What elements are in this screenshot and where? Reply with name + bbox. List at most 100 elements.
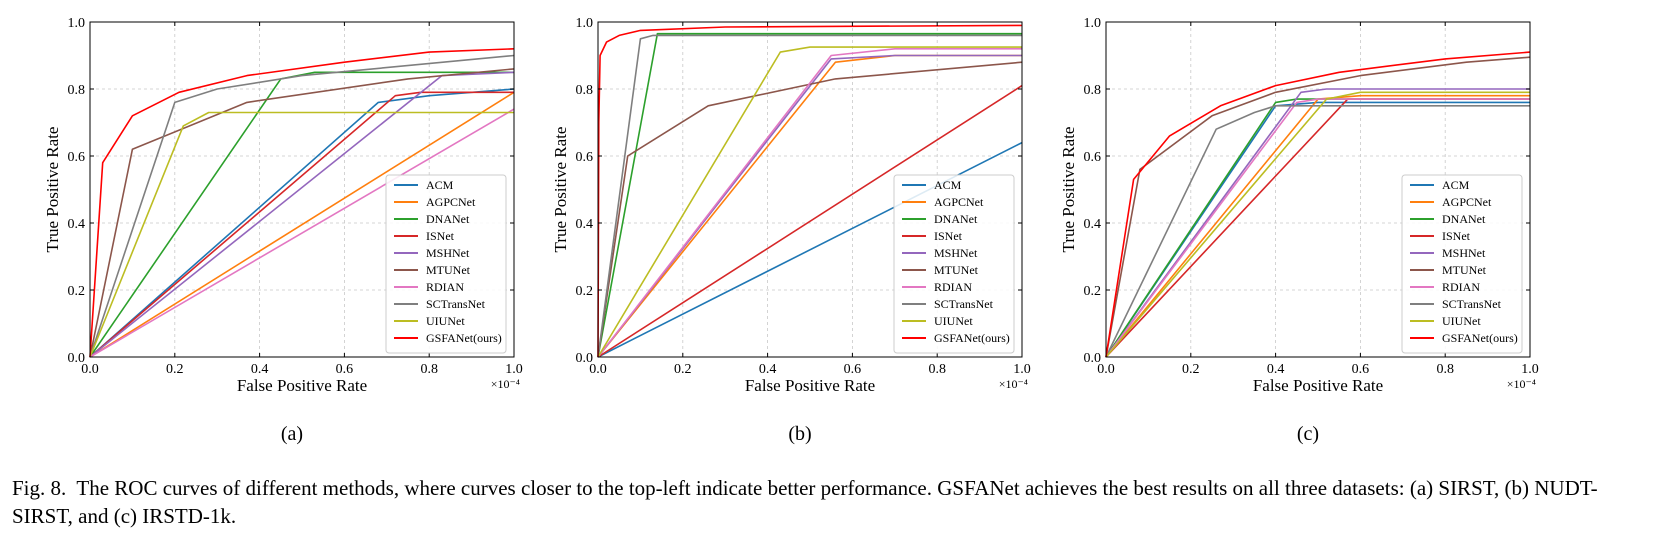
legend-item: UIUNet	[1410, 314, 1481, 328]
legend-item: MSHNet	[902, 246, 978, 260]
y-tick-label: 0.4	[68, 217, 86, 232]
legend-item: SCTransNet	[1410, 297, 1502, 311]
legend: ACM AGPCNet DNANet ISNet MSHNet MTUNet RDIAN SC…	[385, 174, 507, 354]
legend-item: AGPCNet	[394, 195, 476, 209]
legend-label: UIUNet	[1442, 314, 1481, 328]
plot-frame	[597, 21, 1023, 358]
y-tick-label: 1.0	[68, 16, 86, 31]
x-tick-label: 0.6	[844, 362, 862, 377]
y-tick-label: 0.4	[1084, 217, 1102, 232]
legend-label: ISNet	[426, 229, 455, 243]
y-tick-label: 0.8	[1084, 83, 1102, 98]
legend-item: SCTransNet	[902, 297, 994, 311]
legend-item: RDIAN	[394, 280, 464, 294]
legend: ACM AGPCNet DNANet ISNet MSHNet MTUNet RDIAN SC…	[1401, 174, 1523, 354]
y-axis-label: True Positive Rate	[551, 127, 570, 253]
legend-label: MTUNet	[426, 263, 471, 277]
legend-label: SCTransNet	[934, 297, 994, 311]
x-axis-label: False Positive Rate	[745, 376, 875, 395]
x-axis-label: False Positive Rate	[237, 376, 367, 395]
legend-label: GSFANet(ours)	[426, 331, 502, 345]
legend-item: MSHNet	[1410, 246, 1486, 260]
legend-item: MTUNet	[902, 263, 979, 277]
legend-label: SCTransNet	[426, 297, 486, 311]
series-line-rdian	[89, 108, 515, 358]
legend-item: ISNet	[394, 229, 455, 243]
caption-text: The ROC curves of different methods, whe…	[12, 476, 1598, 528]
x-tick-label: 0.2	[674, 362, 692, 377]
roc-panel-3: 0.00.0 0.2 0.2 0.4 0.4 0.6 0.6 0.8 0.8 1.0 1.0 Fals…	[1059, 16, 1539, 445]
x-tick-label: 0.2	[1182, 362, 1200, 377]
legend: ACM AGPCNet DNANet ISNet MSHNet MTUNet RDIAN SC…	[893, 174, 1015, 354]
x-tick-label: 0.4	[251, 362, 269, 377]
series-line-mshnet	[1105, 88, 1530, 358]
legend-item: UIUNet	[902, 314, 973, 328]
series-line-isnet	[597, 84, 1023, 358]
y-tick-label: 0.6	[68, 150, 86, 165]
legend-label: DNANet	[934, 212, 978, 226]
series-line-uiunet	[597, 46, 1022, 358]
legend-item: DNANet	[1410, 212, 1486, 226]
y-tick-label: 0.8	[68, 83, 86, 98]
series-line-rdian	[1105, 98, 1530, 358]
y-tick-label: 0.6	[1084, 150, 1102, 165]
series-line-mtunet	[89, 68, 515, 358]
legend-label: GSFANet(ours)	[934, 331, 1010, 345]
legend-item: ISNet	[902, 229, 963, 243]
series-line-sctransnet	[597, 34, 1022, 358]
series-line-gsfanet-ours	[597, 24, 1023, 358]
y-axis-label: True Positive Rate	[1059, 127, 1078, 253]
roc-panel-1: 0.00.0 0.2 0.2 0.4 0.4 0.6 0.6 0.8 0.8 1.0 1.0 Fals…	[43, 16, 523, 445]
x-tick-label: 0.2	[166, 362, 184, 377]
x-scale-multiplier: ×10⁻⁴	[1507, 377, 1536, 391]
y-tick-label: 0.2	[68, 284, 86, 299]
legend-label: RDIAN	[934, 280, 972, 294]
legend-item: ACM	[394, 178, 454, 192]
legend-item: GSFANet(ours)	[1410, 331, 1518, 345]
series-line-rdian	[597, 48, 1022, 358]
series-line-agpcnet	[1105, 94, 1530, 358]
legend-item: ISNet	[1410, 229, 1471, 243]
legend-label: MSHNet	[426, 246, 470, 260]
series-line-agpcnet	[89, 91, 515, 358]
y-tick-label: 0.8	[576, 83, 594, 98]
legend-item: MSHNet	[394, 246, 470, 260]
legend-item: AGPCNet	[1410, 195, 1492, 209]
series-line-isnet	[89, 91, 514, 358]
series-line-acm	[1105, 101, 1530, 358]
figure-caption: Fig. 8. The ROC curves of different meth…	[12, 474, 1652, 530]
y-tick-label: 1.0	[1084, 16, 1102, 31]
legend-label: ISNet	[1442, 229, 1471, 243]
x-tick-label: 0.8	[928, 362, 946, 377]
legend-label: ISNet	[934, 229, 963, 243]
legend-label: AGPCNet	[426, 195, 476, 209]
x-tick-label: 1.0	[505, 362, 523, 377]
x-tick-label: 0.0	[81, 362, 99, 377]
y-tick-label: 1.0	[576, 16, 594, 31]
panel-label: (b)	[788, 423, 811, 445]
x-tick-label: 1.0	[1013, 362, 1031, 377]
x-scale-multiplier: ×10⁻⁴	[491, 377, 520, 391]
legend-label: RDIAN	[426, 280, 464, 294]
series-line-sctransnet	[1105, 105, 1530, 358]
legend-item: MTUNet	[394, 263, 471, 277]
plot-frame	[89, 21, 515, 358]
y-tick-label: 0.0	[576, 351, 594, 366]
legend-label: DNANet	[1442, 212, 1486, 226]
series-line-sctransnet	[89, 54, 515, 358]
y-tick-label: 0.0	[1084, 351, 1102, 366]
y-axis-label: True Positive Rate	[43, 127, 62, 253]
y-tick-label: 0.4	[576, 217, 594, 232]
series-line-mshnet	[597, 54, 1022, 358]
x-tick-label: 1.0	[1521, 362, 1539, 377]
series-line-mtunet	[597, 61, 1023, 358]
legend-item: RDIAN	[1410, 280, 1480, 294]
series-line-dnanet	[597, 32, 1022, 358]
legend-label: GSFANet(ours)	[1442, 331, 1518, 345]
legend-label: DNANet	[426, 212, 470, 226]
x-tick-label: 0.8	[1436, 362, 1454, 377]
legend-label: MSHNet	[1442, 246, 1486, 260]
roc-panel-2: 0.00.0 0.2 0.2 0.4 0.4 0.6 0.6 0.8 0.8 1.0 1.0 Fals…	[551, 16, 1031, 445]
legend-item: RDIAN	[902, 280, 972, 294]
legend-label: MTUNet	[1442, 263, 1487, 277]
